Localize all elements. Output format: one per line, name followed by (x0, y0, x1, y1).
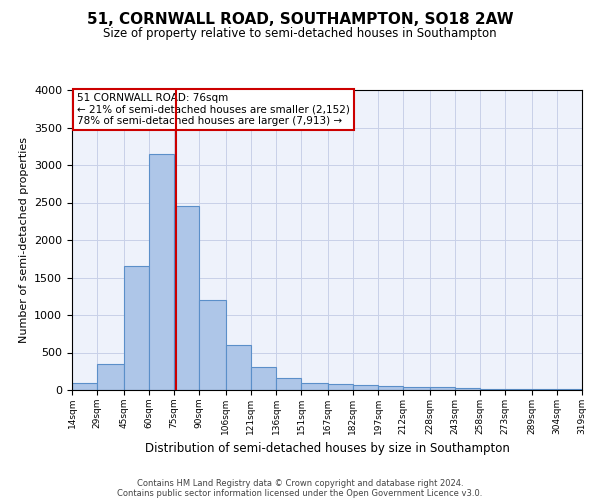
Bar (301, 382, 328, 390)
Bar (480, 388, 505, 390)
Bar (97, 364, 124, 390)
Y-axis label: Number of semi-detached properties: Number of semi-detached properties (19, 137, 29, 343)
Bar (430, 388, 455, 390)
Bar (505, 389, 532, 390)
X-axis label: Distribution of semi-detached houses by size in Southampton: Distribution of semi-detached houses by … (145, 442, 509, 456)
Bar (328, 384, 353, 390)
Bar (226, 345, 251, 390)
Bar (353, 385, 378, 390)
Bar (72, 382, 97, 390)
Bar (251, 367, 276, 390)
Text: Size of property relative to semi-detached houses in Southampton: Size of property relative to semi-detach… (103, 28, 497, 40)
Bar (532, 389, 557, 390)
Text: 51, CORNWALL ROAD, SOUTHAMPTON, SO18 2AW: 51, CORNWALL ROAD, SOUTHAMPTON, SO18 2AW (86, 12, 514, 28)
Bar (199, 300, 226, 390)
Bar (149, 154, 174, 390)
Bar (403, 386, 430, 390)
Bar (124, 266, 149, 390)
Bar (174, 206, 199, 390)
Text: Contains public sector information licensed under the Open Government Licence v3: Contains public sector information licen… (118, 488, 482, 498)
Bar (455, 388, 480, 390)
Text: Contains HM Land Registry data © Crown copyright and database right 2024.: Contains HM Land Registry data © Crown c… (137, 478, 463, 488)
Bar (276, 378, 301, 390)
Text: 51 CORNWALL ROAD: 76sqm
← 21% of semi-detached houses are smaller (2,152)
78% of: 51 CORNWALL ROAD: 76sqm ← 21% of semi-de… (77, 93, 350, 126)
Bar (378, 386, 403, 390)
